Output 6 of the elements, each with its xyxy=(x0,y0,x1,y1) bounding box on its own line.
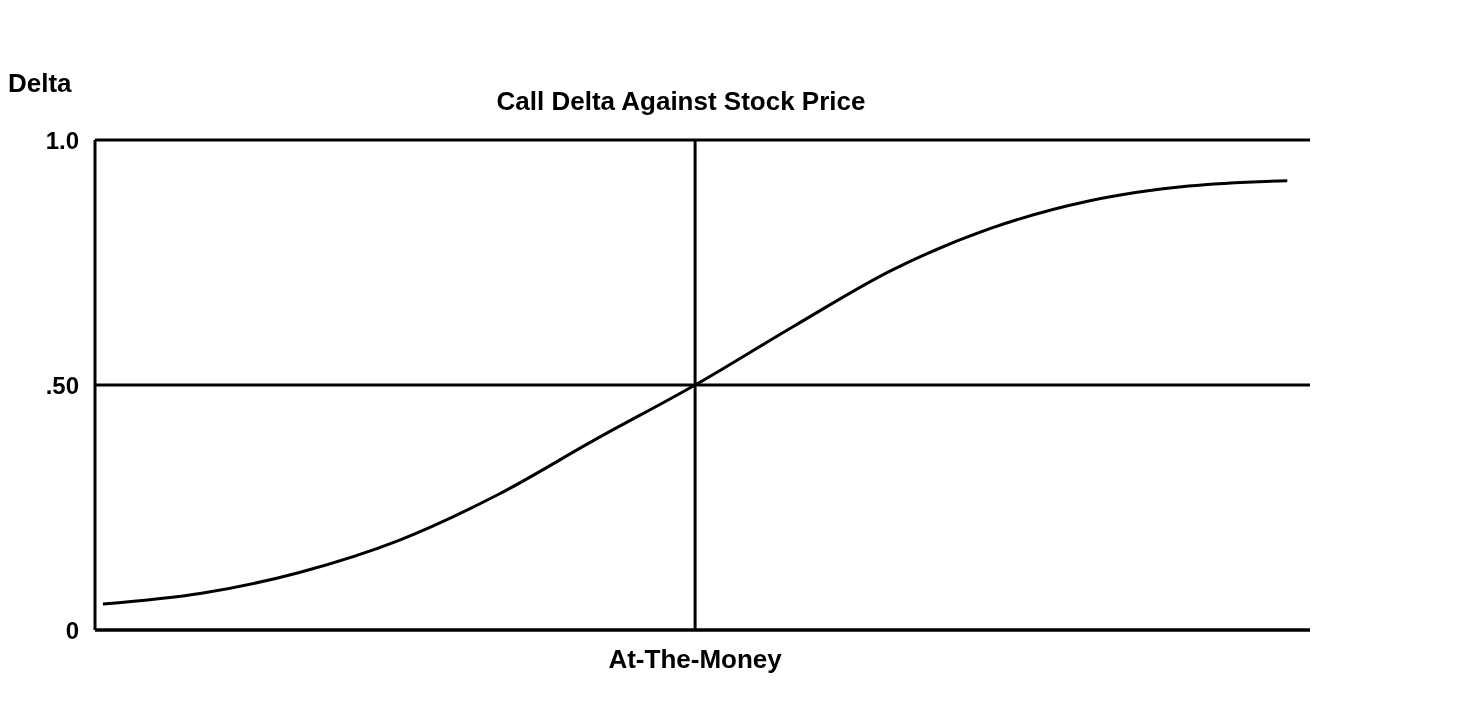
y-tick-label: 0 xyxy=(65,616,79,644)
chart-title: Call Delta Against Stock Price xyxy=(496,86,866,116)
y-axis-title: Delta xyxy=(8,68,72,99)
x-tick-label: At-The-Money xyxy=(608,644,783,675)
y-tick-label: .50 xyxy=(45,371,79,399)
y-tick-label: 1.0 xyxy=(45,126,79,154)
